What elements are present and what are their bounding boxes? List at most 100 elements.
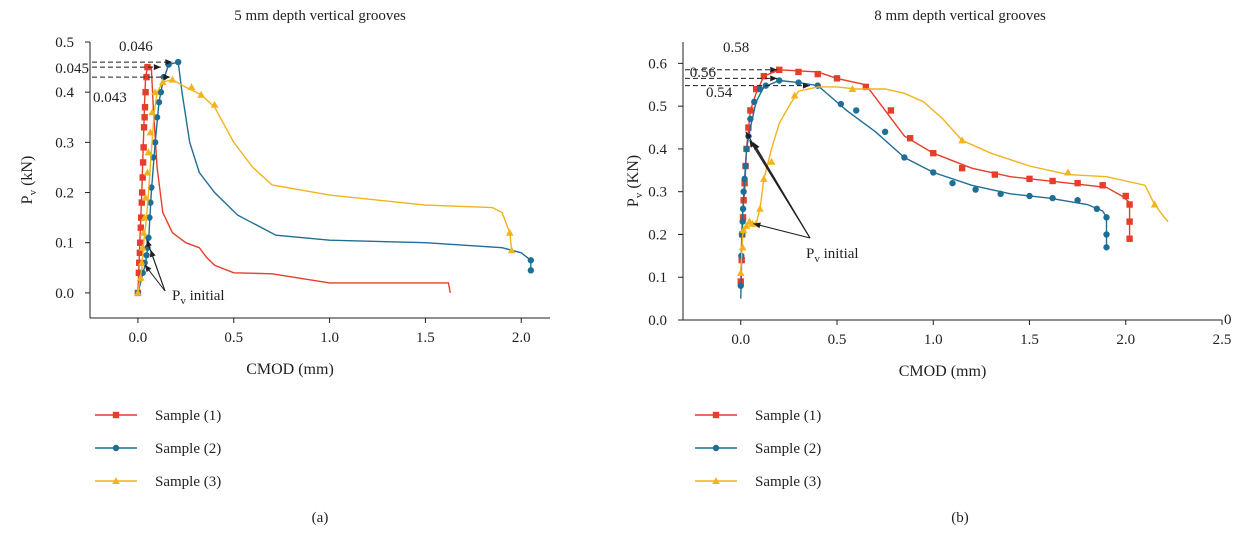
chart-panel-b: 8 mm depth vertical grooves 0.0 0.5 1.0 1.5 2… [625, 8, 1232, 526]
peak-label: 0.046 [119, 39, 153, 55]
data-point [756, 204, 764, 212]
series-line [137, 78, 513, 294]
y-tick-label: 0.3 [55, 135, 74, 151]
x-tick-label: 0.5 [828, 332, 847, 348]
x-axis-label: CMOD (mm) [246, 361, 334, 378]
y-tick-label: 0.4 [648, 142, 667, 158]
x-tick-label: 0.5 [224, 330, 243, 346]
data-point [837, 100, 845, 108]
y-axis-label-main: P [19, 195, 36, 204]
series-3 [134, 75, 516, 296]
x-tick-label: 1.0 [924, 332, 943, 348]
data-point [742, 162, 749, 170]
chart-title: 8 mm depth vertical grooves [874, 8, 1046, 24]
data-point [1122, 192, 1129, 200]
data-point [739, 218, 746, 225]
series-line [740, 79, 1108, 299]
data-point [1049, 194, 1056, 202]
data-point [136, 273, 145, 281]
legend: Sample (1) Sample (2) Sample (3) [95, 408, 221, 490]
peak-arrowhead [802, 82, 810, 89]
series-2 [737, 77, 1110, 299]
pv-initial-arrowhead [144, 264, 152, 273]
data-point [833, 75, 841, 82]
pv-initial-main: P [806, 246, 814, 262]
data-point [958, 136, 966, 144]
data-point [144, 63, 151, 71]
data-point [1026, 175, 1033, 183]
data-point [1074, 179, 1081, 187]
data-point [901, 154, 908, 161]
data-point [153, 114, 161, 121]
data-point [776, 66, 783, 73]
legend-marker [712, 411, 720, 419]
pv-initial-sub: v [814, 253, 820, 265]
data-point [137, 214, 145, 221]
series-1 [134, 63, 451, 297]
y-tick-label: 0.2 [648, 227, 667, 243]
data-point [736, 268, 745, 276]
data-point [136, 249, 144, 256]
pv-initial-arrow [150, 249, 166, 292]
data-point [906, 135, 914, 142]
data-point [197, 90, 205, 98]
series-line [137, 66, 451, 294]
data-point [1103, 244, 1110, 251]
data-point [795, 68, 802, 76]
series-line [740, 86, 1169, 274]
pv-initial-rest: initial [820, 246, 859, 262]
peak-arrowhead [770, 66, 778, 73]
data-point [741, 175, 748, 183]
data-point [143, 73, 150, 81]
legend: Sample (1) Sample (2) Sample (3) [695, 408, 821, 490]
pv-initial-arrowhead [745, 131, 752, 140]
data-point [881, 128, 889, 136]
data-point [1126, 201, 1133, 208]
data-point [737, 282, 744, 289]
data-point [853, 107, 860, 114]
data-point [137, 258, 146, 266]
legend-marker [112, 444, 120, 452]
data-point [1064, 168, 1072, 176]
data-point [740, 188, 747, 195]
data-point [527, 267, 535, 274]
data-point [747, 115, 754, 123]
data-point [743, 145, 750, 153]
data-point [155, 99, 163, 106]
x-tick-label: 1.5 [416, 330, 435, 346]
data-point [187, 83, 196, 91]
chart-title: 5 mm depth vertical grooves [234, 8, 406, 24]
pv-initial-arrowhead [753, 222, 761, 229]
data-point [140, 213, 149, 221]
data-point [814, 70, 821, 78]
data-point [145, 234, 152, 241]
data-point [887, 107, 895, 114]
pv-initial-arrowhead [149, 249, 156, 258]
peak-arrowhead [770, 75, 778, 82]
data-point [745, 124, 752, 131]
pv-initial-label: Pv initial [172, 288, 225, 307]
pv-initial-arrow [753, 223, 811, 239]
data-point [738, 243, 747, 251]
data-point [991, 171, 999, 178]
pv-initial-sub: v [180, 295, 186, 307]
data-point [146, 214, 153, 221]
data-point [1103, 231, 1110, 238]
pv-initial-arrowhead [749, 140, 756, 148]
data-point [140, 144, 147, 151]
data-point [739, 205, 747, 212]
data-point [848, 85, 857, 93]
x-tick-label: 1.0 [320, 330, 339, 346]
pv-initial-arrow [752, 142, 811, 239]
pv-initial-arrowhead [146, 239, 152, 248]
data-point [143, 252, 150, 259]
x-tick-label: 1.5 [1020, 332, 1039, 348]
y-tick-label: 0.0 [648, 313, 667, 329]
data-point [141, 104, 149, 111]
x-tick-label: 2.0 [512, 330, 531, 346]
data-point [1074, 197, 1081, 204]
data-point [138, 243, 147, 251]
data-point [141, 114, 148, 121]
y-tick-label: 0.1 [648, 270, 667, 286]
